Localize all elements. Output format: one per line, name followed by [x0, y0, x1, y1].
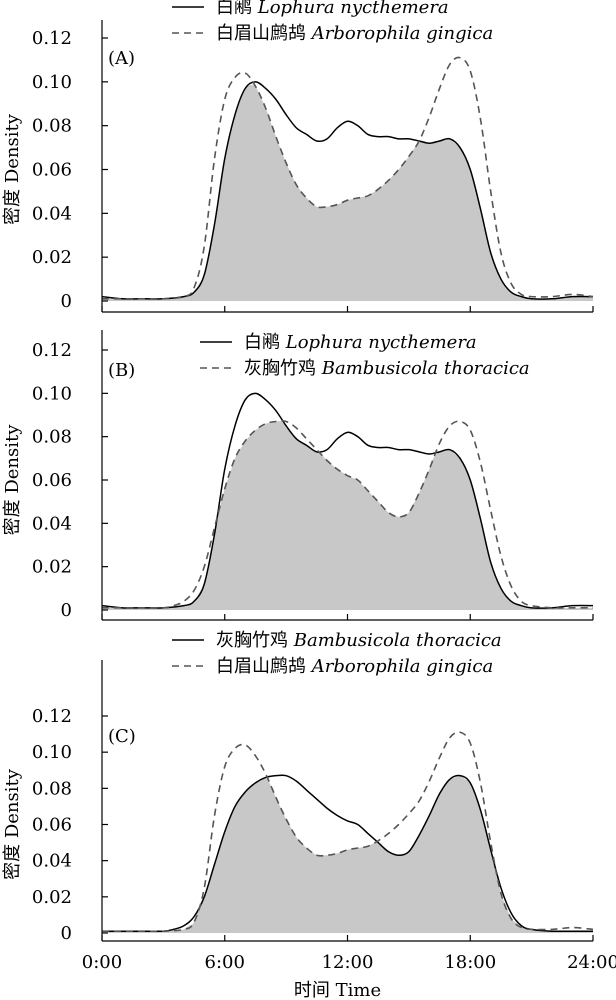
legend-name-latin: Arborophila gingica — [310, 23, 493, 44]
series-line-1 — [101, 392, 594, 609]
y-tick-label: 0.04 — [32, 203, 72, 224]
y-tick-label: 0.02 — [32, 247, 72, 268]
y-tick-label: 0.10 — [32, 72, 72, 93]
y-tick-label: 0 — [61, 923, 72, 944]
legend-name-cn: 灰胸竹鸡 — [244, 358, 322, 379]
legend-name-cn: 灰胸竹鸡 — [216, 630, 294, 651]
y-tick-label: 0.06 — [32, 470, 72, 491]
series-line-2 — [102, 420, 593, 609]
y-axis-label: 密度 Density — [2, 113, 23, 225]
x-tick-label: 24:00 — [567, 952, 616, 973]
legend-entry: 白眉山鹧鸪 Arborophila gingica — [216, 23, 493, 44]
y-tick-label: 0.08 — [32, 116, 72, 137]
legend: 白鹇 Lophura nycthemera 白眉山鹧鸪 Arborophila g… — [172, 0, 493, 44]
y-tick-label: 0 — [61, 291, 72, 312]
legend-name-latin: Lophura nycthemera — [257, 0, 449, 18]
x-axis-label: 时间 Time — [294, 980, 381, 1000]
y-tick-label: 0.08 — [32, 778, 72, 799]
y-tick-label: 0 — [61, 600, 72, 621]
panel-label: (C) — [108, 726, 136, 747]
legend: 白鹇 Lophura nycthemera 灰胸竹鸡 Bambusicola th… — [200, 332, 530, 379]
legend-name-latin: Bambusicola thoracica — [293, 630, 502, 651]
y-tick-label: 0.08 — [32, 427, 72, 448]
overlap-area — [102, 775, 593, 933]
x-tick-label: 18:00 — [444, 952, 496, 973]
x-tick-label: 12:00 — [322, 952, 374, 973]
y-tick-label: 0.04 — [32, 513, 72, 534]
y-tick-label: 0.10 — [32, 742, 72, 763]
panel-a: 0 0.02 0.04 0.06 0.08 0.10 0.12 密度 Density (A) 白鹇… — [2, 0, 594, 313]
series-line-2 — [102, 731, 594, 933]
y-axis-label: 密度 Density — [2, 424, 23, 536]
x-tick-label: 6:00 — [205, 952, 245, 973]
legend-entry: 灰胸竹鸡 Bambusicola thoracica — [244, 358, 530, 379]
y-tick-label: 0.02 — [32, 557, 72, 578]
legend: 灰胸竹鸡 Bambusicola thoracica 白眉山鹧鸪 Arboroph… — [172, 630, 502, 677]
overlap-area — [102, 84, 593, 302]
panel-b: 0 0.02 0.04 0.06 0.08 0.10 0.12 密度 Density (B) 白鹇… — [2, 330, 594, 621]
legend-name-cn: 白眉山鹧鸪 — [216, 23, 312, 44]
series-line-2 — [102, 56, 594, 300]
legend-name-cn: 白鹇 — [244, 332, 286, 353]
y-tick-label: 0.12 — [32, 340, 72, 361]
y-tick-label: 0.10 — [32, 383, 72, 404]
series-line-1 — [101, 81, 594, 300]
panel-label: (A) — [108, 48, 135, 69]
legend-name-cn: 白鹇 — [216, 0, 258, 18]
panel-c: 0 0.02 0.04 0.06 0.08 0.10 0.12 0:00 6:00 12:00 18… — [2, 630, 616, 1000]
y-tick-label: 0.04 — [32, 851, 72, 872]
legend-name-cn: 白眉山鹧鸪 — [216, 656, 312, 677]
legend-entry: 白眉山鹧鸪 Arborophila gingica — [216, 656, 493, 677]
y-tick-label: 0.06 — [32, 815, 72, 836]
y-tick-label: 0.12 — [32, 706, 72, 727]
y-tick-label: 0.02 — [32, 887, 72, 908]
legend-name-latin: Arborophila gingica — [310, 656, 493, 677]
legend-name-latin: Bambusicola thoracica — [321, 358, 530, 379]
legend-entry: 白鹇 Lophura nycthemera — [244, 332, 477, 353]
x-tick-label: 0:00 — [82, 952, 122, 973]
overlap-area — [102, 421, 593, 610]
series-line-1 — [102, 774, 593, 933]
panel-label: (B) — [108, 360, 135, 381]
y-tick-label: 0.06 — [32, 160, 72, 181]
y-tick-label: 0.12 — [32, 28, 72, 49]
y-axis-label: 密度 Density — [2, 768, 23, 880]
legend-entry: 灰胸竹鸡 Bambusicola thoracica — [216, 630, 502, 651]
legend-entry: 白鹇 Lophura nycthemera — [216, 0, 449, 18]
legend-name-latin: Lophura nycthemera — [285, 332, 477, 353]
